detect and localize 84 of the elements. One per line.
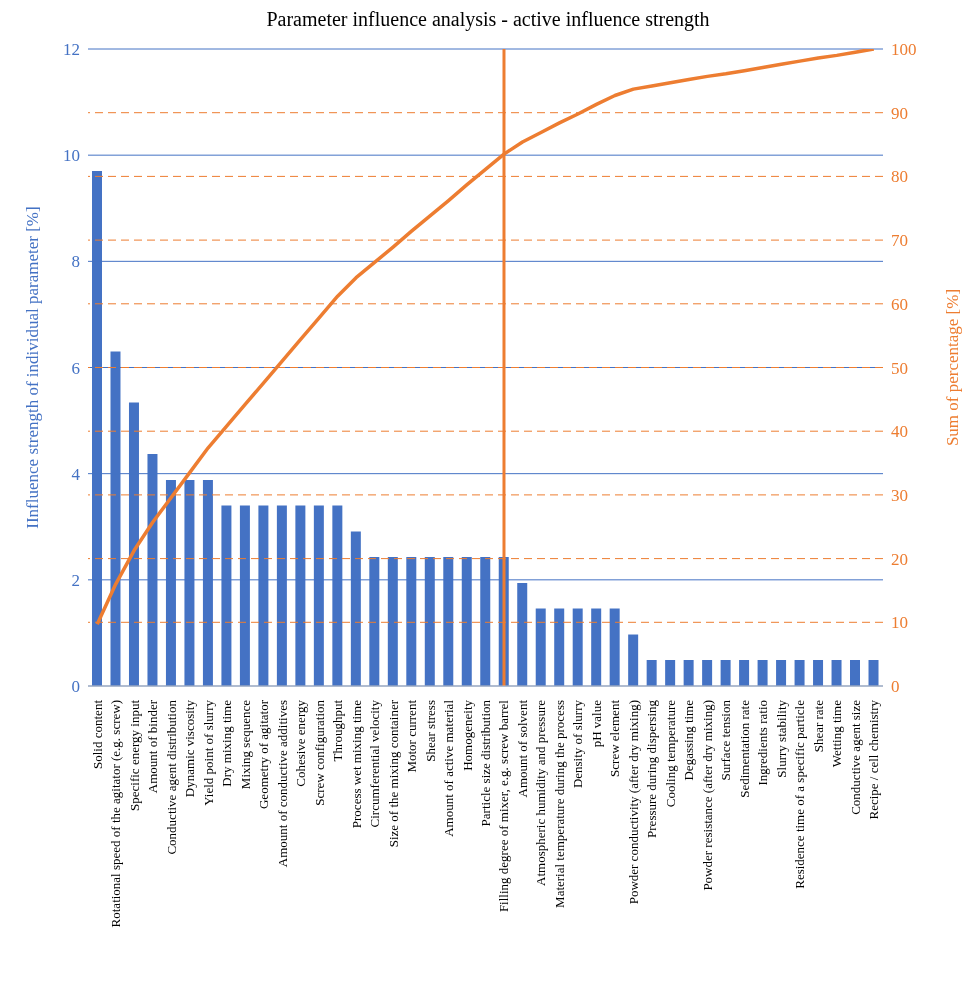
bar — [609, 608, 620, 686]
bar — [517, 583, 528, 686]
x-tick-label: Throughput — [330, 699, 346, 762]
y2-tick-label: 60 — [891, 294, 908, 314]
bar — [535, 608, 546, 686]
x-tick-label: Particle size distribution — [478, 699, 493, 827]
x-tick-label: Residence time of a specific particle — [792, 699, 808, 889]
y-tick-label: 12 — [63, 40, 80, 60]
bar — [665, 659, 676, 686]
y-tick-label: 6 — [71, 358, 80, 378]
x-tick-label: Pressure during dispersing — [644, 699, 660, 838]
bar — [739, 659, 750, 686]
x-tick-label: Specific energy input — [126, 699, 142, 811]
x-tick-label: Size of the mixing container — [385, 699, 401, 848]
bar — [868, 659, 879, 686]
x-tick-label: Amount of solvent — [514, 699, 530, 798]
x-tick-label: Surface tension — [718, 699, 734, 781]
x-tick-label: Amount of active material — [441, 699, 457, 837]
x-tick-label: Solid content — [89, 699, 105, 769]
bar — [702, 659, 713, 686]
x-tick-label: Homogeneity — [459, 699, 475, 771]
bar — [850, 659, 861, 686]
x-tick-label: Density of slurry — [570, 699, 586, 789]
y-tick-label: 8 — [71, 252, 80, 272]
x-tick-label: Powder resistance (after dry mixing) — [699, 700, 715, 891]
x-tick-label: Recipe / cell chemistry — [866, 699, 882, 820]
y2-tick-label: 50 — [891, 358, 908, 378]
y2-tick-label: 90 — [891, 103, 908, 123]
x-tick-label: Conductive agent size — [847, 699, 863, 815]
x-tick-label: Circumferential velocity — [367, 699, 383, 828]
x-tick-label: Amount of binder — [145, 699, 161, 794]
x-tick-label: Slurry stability — [773, 699, 789, 778]
y-tick-label: 4 — [71, 464, 81, 484]
x-tick-label: Yield point of slurry — [200, 699, 216, 806]
bar — [831, 659, 842, 686]
chart-title: Parameter influence analysis - active influence strength — [265, 8, 711, 31]
x-tick-label: Powder conductivity (after dry mixing) — [625, 700, 641, 905]
x-tick-label: Cooling temperature — [662, 699, 678, 808]
bar — [757, 659, 768, 686]
x-tick-label: Dynamic viscosity — [182, 699, 198, 798]
y2-tick-label: 0 — [891, 677, 900, 697]
bar — [646, 659, 657, 686]
x-tick-label: Screw element — [607, 699, 623, 777]
x-tick-label: Process wet mixing time — [348, 699, 364, 829]
x-tick-label: Amount of conductive additives — [274, 700, 290, 868]
x-tick-label: Material temperature during the process — [551, 700, 567, 908]
bar — [554, 608, 565, 686]
y2-tick-label: 40 — [891, 422, 908, 442]
x-tick-label: Conductive agent distribution — [163, 699, 179, 855]
bar — [591, 608, 602, 686]
bar — [776, 659, 787, 686]
bar — [628, 634, 639, 686]
y2-tick-label: 80 — [891, 167, 908, 187]
bar — [813, 659, 824, 686]
bar — [794, 659, 805, 686]
x-tick-label: Shear stress — [422, 700, 438, 762]
x-tick-label: Mixing sequence — [237, 699, 253, 790]
y2-tick-label: 30 — [891, 485, 908, 505]
x-tick-label: Ingredients ratio — [755, 700, 771, 786]
x-tick-label: Wetting time — [829, 699, 845, 768]
x-tick-label: pH value — [588, 699, 604, 748]
y2-tick-label: 70 — [891, 231, 908, 251]
y2-axis-title: Sum of percentage [%] — [943, 288, 963, 447]
x-tick-label: Cohesive energy — [293, 699, 309, 787]
x-tick-label: Filling degree of mixer, e.g. screw barrel — [496, 699, 512, 913]
x-tick-label: Geometry of agitator — [256, 699, 272, 810]
y2-tick-label: 20 — [891, 549, 908, 569]
x-tick-label: Screw configuration — [311, 699, 327, 806]
x-tick-label: Rotational speed of the agitator (e.g. screw) — [108, 700, 124, 928]
y-tick-label: 2 — [71, 570, 80, 590]
x-tick-label: Atmospheric humidity and pressure — [533, 699, 549, 886]
bar — [572, 608, 583, 686]
x-tick-label: Dry mixing time — [219, 699, 235, 787]
x-tick-label: Motor current — [404, 699, 420, 773]
x-tick-label: Shear rate — [810, 699, 826, 753]
bar — [683, 659, 694, 686]
bar — [720, 659, 731, 686]
y2-tick-label: 100 — [891, 40, 917, 60]
x-tick-label: Degassing time — [681, 699, 697, 781]
x-tick-label: Sedimentation rate — [736, 699, 752, 798]
y-axis-title: IInfluence strength of individual parameter [%] — [23, 206, 43, 529]
y2-tick-label: 10 — [891, 613, 908, 633]
y-tick-label: 0 — [71, 677, 80, 697]
y-tick-label: 10 — [63, 146, 80, 166]
